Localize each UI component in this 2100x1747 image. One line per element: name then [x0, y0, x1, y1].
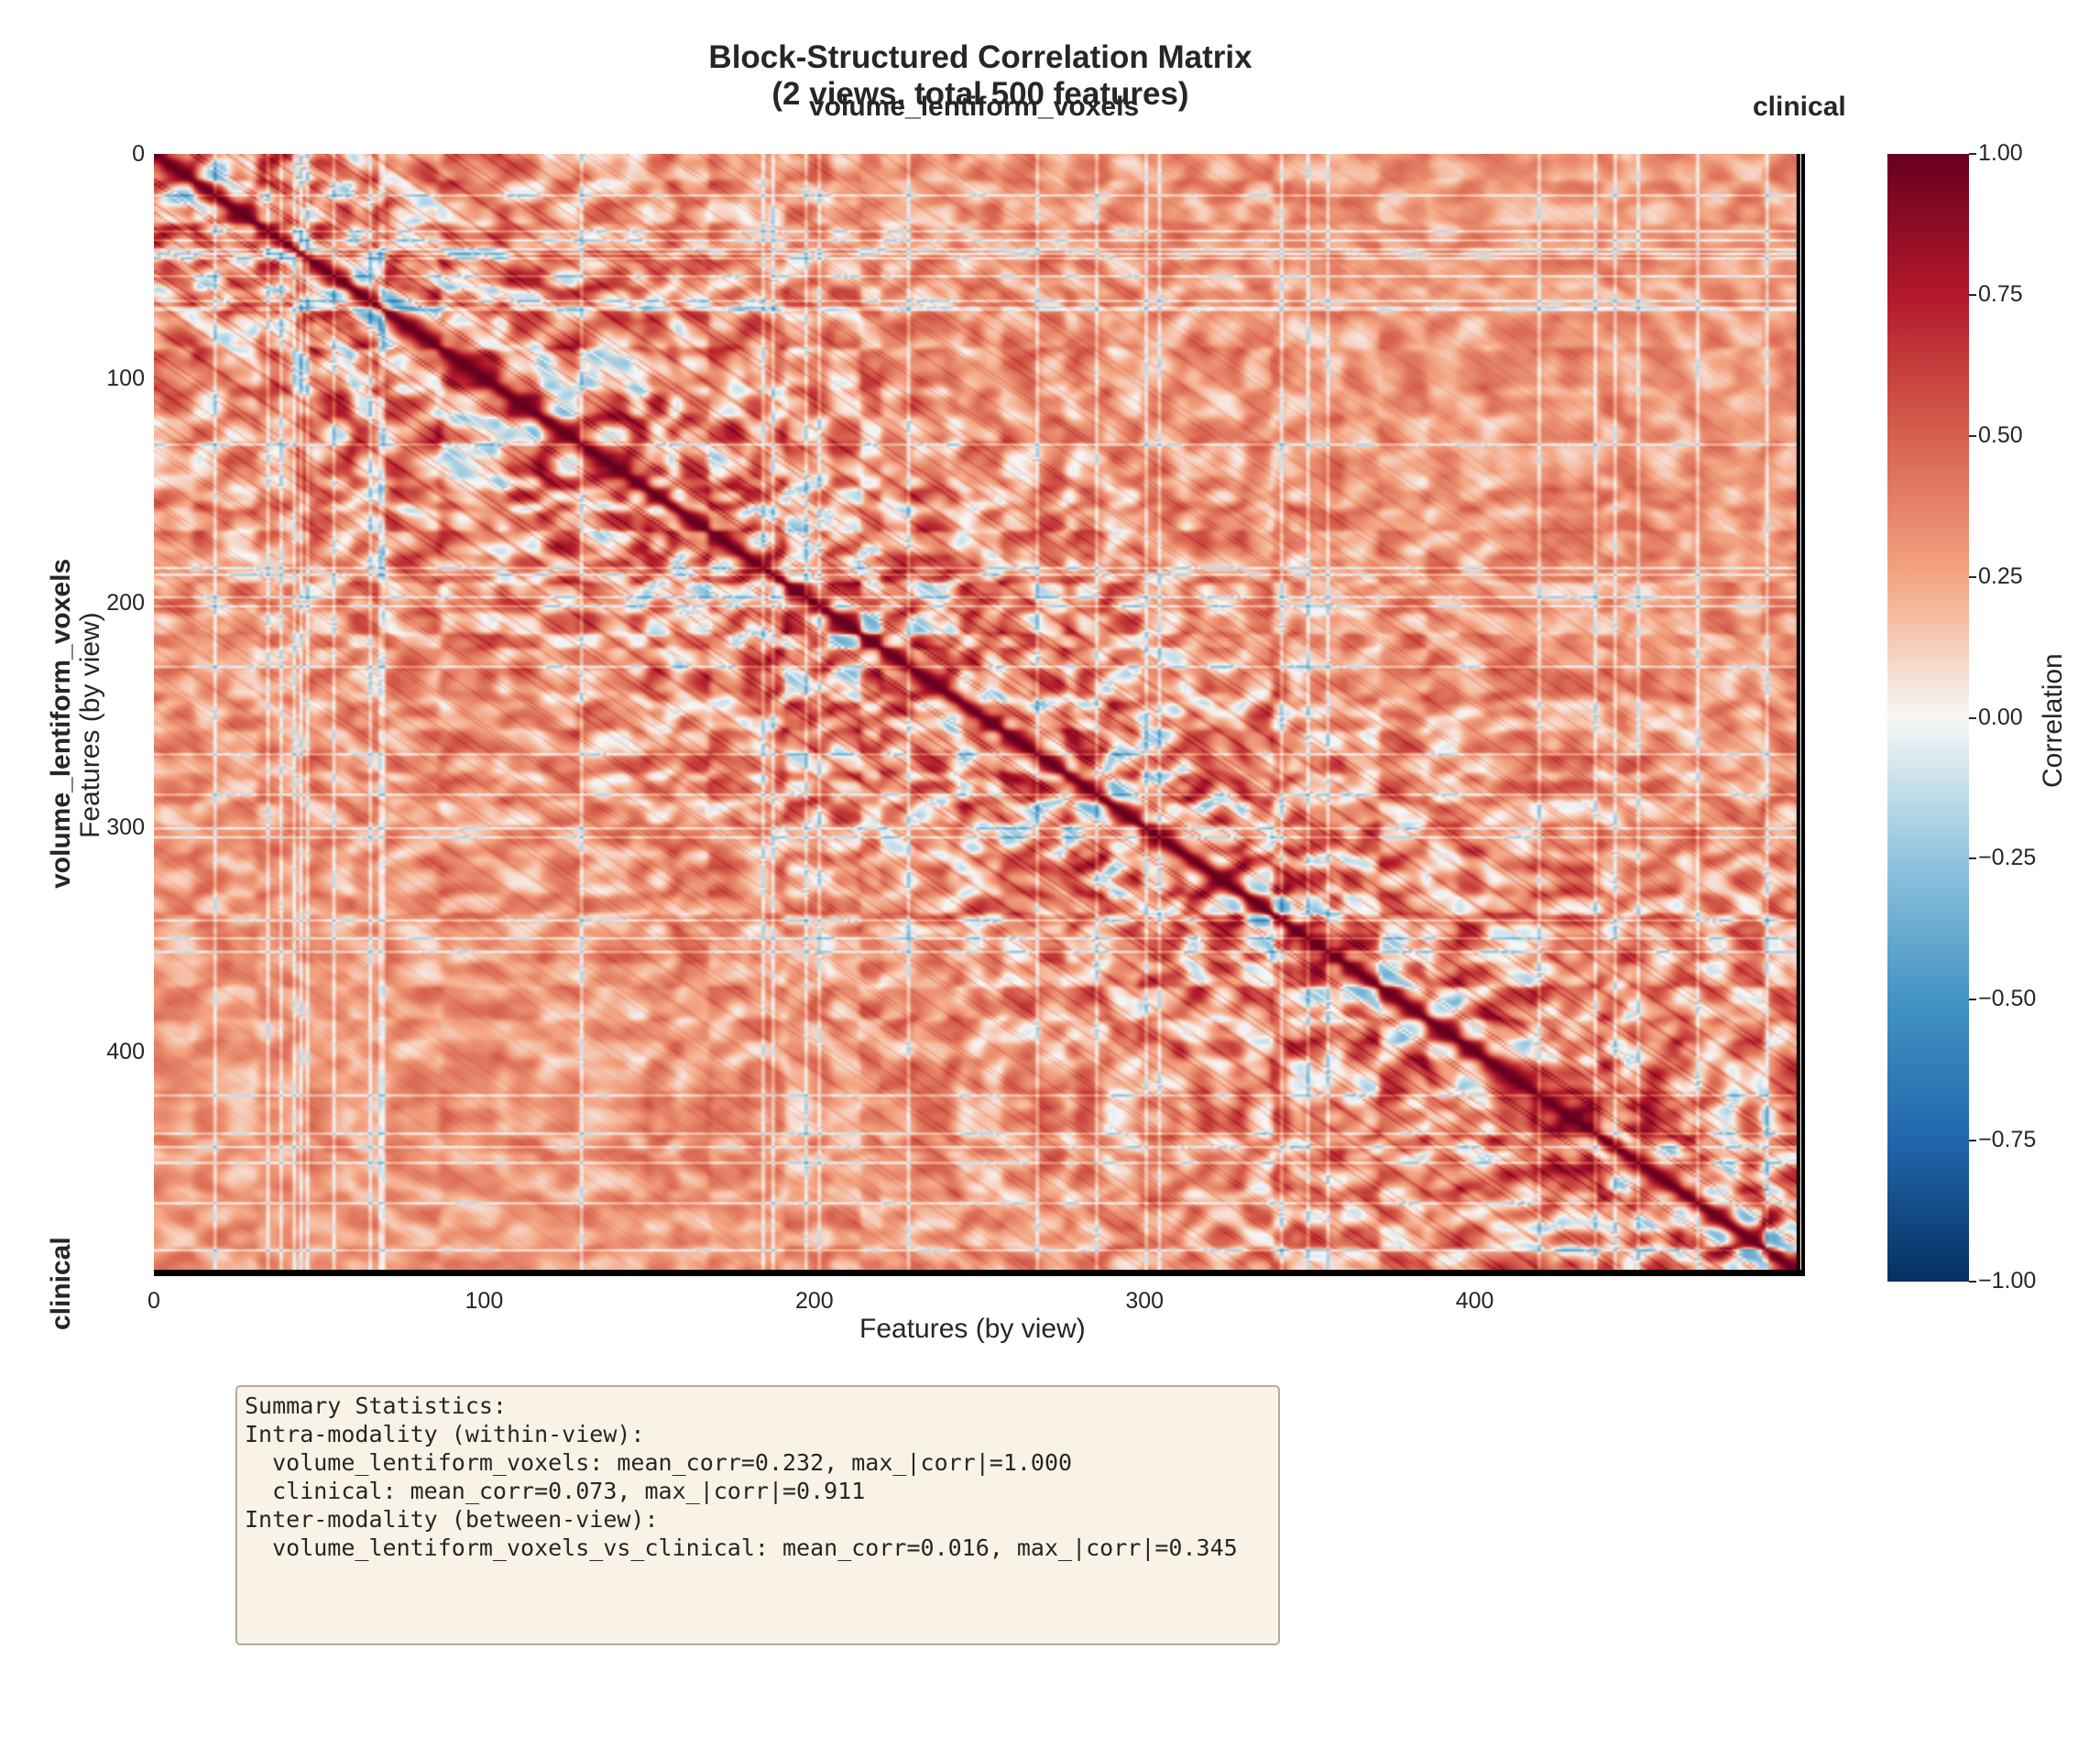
y-tick-label: 400 — [101, 1039, 145, 1065]
x-tick-label: 400 — [1438, 1288, 1512, 1315]
colorbar-tick-mark — [1969, 1281, 1976, 1283]
colorbar-tick-mark — [1969, 999, 1976, 1000]
summary-statistics-box: Summary Statistics: Intra-modality (with… — [235, 1385, 1280, 1645]
x-axis-label: Features (by view) — [859, 1314, 1086, 1345]
colorbar-tick-label: 0.75 — [1978, 281, 2023, 308]
stats-line: volume_lentiform_voxels_vs_clinical: mea… — [245, 1534, 1238, 1562]
view-label-left-clinical: clinical — [46, 1237, 77, 1330]
view-label-top-volume: volume_lentiform_voxels — [809, 92, 1139, 123]
colorbar-label: Correlation — [2038, 653, 2069, 788]
colorbar-tick-label: −0.50 — [1978, 986, 2036, 1012]
colorbar-tick-mark — [1969, 1140, 1976, 1141]
colorbar-tick-mark — [1969, 857, 1976, 859]
colorbar-tick-mark — [1969, 435, 1976, 437]
colorbar-tick-label: 0.00 — [1978, 704, 2023, 731]
stats-line: volume_lentiform_voxels: mean_corr=0.232… — [245, 1448, 1238, 1477]
colorbar-tick-label: −0.75 — [1978, 1127, 2036, 1153]
colorbar-tick-mark — [1969, 153, 1976, 155]
colorbar-tick-label: −1.00 — [1978, 1268, 2036, 1294]
chart-title: Block-Structured Correlation Matrix — [0, 38, 1961, 77]
view-label-left-volume: volume_lentiform_voxels — [46, 559, 77, 889]
colorbar-tick-label: 0.25 — [1978, 563, 2023, 590]
colorbar-tick-mark — [1969, 576, 1976, 578]
heatmap-cells — [154, 154, 1805, 1276]
stats-line: Intra-modality (within-view): — [245, 1420, 1238, 1448]
stats-line: Summary Statistics: — [245, 1392, 1238, 1420]
y-tick-label: 300 — [101, 814, 145, 841]
x-tick-label: 200 — [778, 1288, 851, 1315]
colorbar-tick-mark — [1969, 294, 1976, 296]
y-tick-label: 100 — [101, 366, 145, 392]
y-axis-label: Features (by view) — [75, 612, 106, 838]
x-tick-label: 100 — [447, 1288, 520, 1315]
x-tick-label: 0 — [117, 1288, 191, 1315]
stats-line: clinical: mean_corr=0.073, max_|corr|=0.… — [245, 1477, 1238, 1505]
stats-line: Inter-modality (between-view): — [245, 1505, 1238, 1534]
colorbar-tick-mark — [1969, 717, 1976, 719]
colorbar-tick-label: 0.50 — [1978, 422, 2023, 449]
x-tick-label: 300 — [1108, 1288, 1181, 1315]
colorbar — [1887, 154, 1969, 1282]
view-label-top-clinical: clinical — [1753, 92, 1846, 123]
y-tick-label: 200 — [101, 590, 145, 617]
colorbar-tick-label: −0.25 — [1978, 845, 2036, 871]
colorbar-tick-label: 1.00 — [1978, 140, 2023, 167]
y-tick-label: 0 — [101, 141, 145, 168]
correlation-heatmap — [154, 154, 1805, 1276]
